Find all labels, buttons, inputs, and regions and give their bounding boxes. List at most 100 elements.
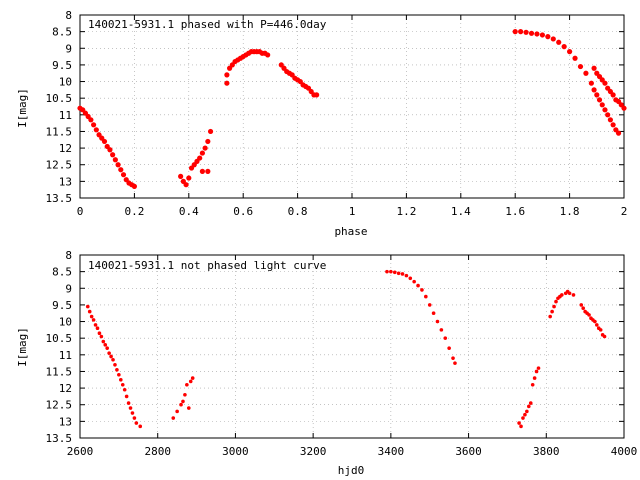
data-point bbox=[523, 29, 529, 35]
y-tick-label: 12.5 bbox=[46, 399, 73, 412]
data-point bbox=[588, 80, 594, 86]
y-tick-label: 9.5 bbox=[52, 299, 72, 312]
x-tick-label: 3600 bbox=[455, 445, 482, 458]
data-point bbox=[534, 369, 539, 374]
data-point bbox=[115, 162, 121, 168]
y-tick-label: 11.5 bbox=[46, 365, 73, 378]
y-tick-label: 12 bbox=[59, 382, 72, 395]
data-point bbox=[621, 105, 627, 111]
data-point bbox=[265, 52, 271, 58]
phased-x-axis-label: phase bbox=[334, 225, 367, 238]
y-tick-label: 8 bbox=[65, 249, 72, 262]
data-point bbox=[550, 309, 554, 314]
data-point bbox=[447, 346, 451, 350]
data-point bbox=[532, 376, 537, 380]
data-point bbox=[593, 319, 597, 324]
data-point bbox=[175, 409, 179, 414]
data-point bbox=[178, 173, 184, 179]
y-tick-label: 9 bbox=[65, 282, 72, 295]
data-point bbox=[385, 269, 389, 274]
data-point bbox=[207, 128, 214, 135]
x-tick-label: 0.4 bbox=[179, 205, 199, 218]
x-tick-label: 2800 bbox=[144, 445, 171, 458]
x-tick-label: 0.8 bbox=[288, 205, 308, 218]
data-point bbox=[610, 92, 616, 98]
data-point bbox=[519, 424, 523, 429]
data-point bbox=[443, 336, 448, 340]
unphased-chart-title: 140021-5931.1 not phased light curve bbox=[88, 259, 326, 272]
data-point bbox=[571, 293, 576, 297]
data-point bbox=[453, 361, 457, 365]
unphased-light-curve-panel: 2600 2800 3000 3200 3400 3600 3800 4000 8 8.5 9 9.5… bbox=[16, 249, 637, 477]
data-point bbox=[91, 122, 97, 128]
x-tick-label: 0 bbox=[77, 205, 84, 218]
data-point bbox=[594, 92, 600, 98]
data-point bbox=[598, 328, 603, 332]
data-point bbox=[517, 421, 521, 425]
data-point bbox=[599, 102, 605, 108]
data-point bbox=[88, 117, 94, 123]
data-point bbox=[583, 70, 589, 76]
data-point bbox=[512, 29, 518, 35]
data-point bbox=[595, 323, 599, 327]
data-point bbox=[400, 272, 405, 276]
data-point bbox=[117, 372, 121, 377]
y-tick-label: 12.5 bbox=[46, 159, 73, 172]
x-tick-label: 3200 bbox=[300, 445, 327, 458]
data-point bbox=[224, 72, 230, 78]
y-tick-label: 9 bbox=[65, 42, 72, 55]
data-point bbox=[539, 32, 546, 38]
y-tick-label: 8.5 bbox=[52, 26, 72, 39]
data-point bbox=[124, 394, 129, 399]
data-point bbox=[111, 358, 115, 362]
data-point bbox=[534, 31, 540, 37]
data-point bbox=[118, 167, 124, 173]
data-point bbox=[115, 367, 119, 372]
data-points bbox=[77, 29, 627, 189]
data-point bbox=[602, 80, 608, 86]
data-point bbox=[101, 138, 108, 145]
data-point bbox=[389, 269, 393, 274]
x-tick-label: 1.6 bbox=[505, 205, 525, 218]
data-point bbox=[572, 55, 578, 61]
data-point bbox=[112, 157, 118, 163]
data-point bbox=[424, 294, 428, 299]
data-point bbox=[89, 314, 94, 319]
data-point bbox=[109, 354, 113, 359]
data-point bbox=[95, 326, 100, 331]
y-tick-label: 8.5 bbox=[52, 266, 72, 279]
data-point bbox=[536, 366, 541, 370]
data-point bbox=[85, 304, 90, 309]
data-point bbox=[561, 44, 567, 50]
unphased-x-axis-label: hjd0 bbox=[338, 464, 365, 477]
data-point bbox=[183, 182, 189, 188]
data-point bbox=[224, 80, 230, 86]
data-point bbox=[187, 406, 191, 410]
data-point bbox=[107, 351, 111, 355]
data-point bbox=[122, 387, 127, 392]
y-tick-label: 10.5 bbox=[46, 92, 73, 105]
grid bbox=[80, 255, 624, 438]
data-point bbox=[132, 416, 137, 420]
data-point bbox=[521, 416, 525, 420]
data-point bbox=[552, 304, 556, 309]
data-point bbox=[610, 122, 616, 128]
data-point bbox=[138, 424, 143, 429]
data-point bbox=[171, 416, 176, 420]
data-point bbox=[427, 303, 432, 307]
data-point bbox=[120, 172, 127, 178]
data-point bbox=[199, 150, 205, 156]
y-tick-label: 11.5 bbox=[46, 125, 73, 138]
data-point bbox=[591, 65, 597, 71]
data-point bbox=[605, 112, 611, 118]
data-point bbox=[134, 421, 139, 425]
data-point bbox=[431, 311, 436, 316]
data-point bbox=[99, 334, 104, 339]
data-point bbox=[110, 152, 116, 158]
data-point bbox=[190, 376, 195, 380]
plot-frame bbox=[79, 14, 625, 199]
data-point bbox=[577, 63, 584, 70]
data-point bbox=[523, 412, 527, 417]
data-point bbox=[205, 168, 211, 174]
